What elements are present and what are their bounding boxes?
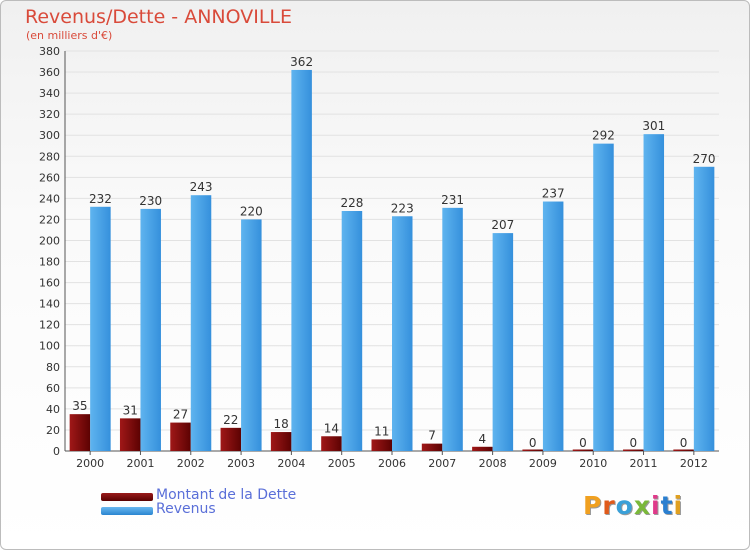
data-label-revenus: 220 (240, 204, 263, 218)
chart-subtitle: (en milliers d'€) (26, 29, 113, 42)
data-label-dette: 22 (223, 413, 238, 427)
x-tick-label: 2007 (428, 457, 456, 470)
bar-revenus (241, 219, 262, 451)
x-tick-label: 2005 (328, 457, 356, 470)
y-tick-label: 20 (46, 424, 60, 437)
legend-label-revenus: Revenus (156, 501, 216, 517)
chart-title: Revenus/Dette - ANNOVILLE (25, 6, 293, 28)
x-tick-label: 2009 (529, 457, 557, 470)
bar-dette (69, 414, 91, 451)
data-label-revenus: 230 (139, 194, 162, 208)
x-tick-label: 2006 (378, 457, 406, 470)
bar-dette (371, 439, 392, 451)
y-tick-label: 220 (39, 213, 60, 226)
bar-revenus (442, 207, 463, 451)
bar-revenus (643, 134, 665, 451)
data-label-revenus: 231 (441, 193, 464, 207)
bar-revenus (190, 195, 212, 451)
y-tick-label: 280 (39, 150, 60, 163)
x-tick-label: 2003 (227, 457, 255, 470)
y-tick-label: 60 (46, 382, 60, 395)
y-tick-label: 240 (39, 192, 60, 205)
y-tick-label: 360 (39, 66, 60, 79)
x-tick-label: 2000 (76, 457, 104, 470)
x-tick-label: 2008 (479, 457, 507, 470)
y-tick-label: 320 (39, 108, 60, 121)
data-label-dette: 31 (123, 403, 138, 417)
proxiti-logo: Proxiti (583, 491, 684, 520)
y-tick-label: 120 (39, 319, 60, 332)
bar-dette (119, 418, 141, 451)
bar-dette (673, 449, 694, 451)
data-label-revenus: 362 (290, 55, 313, 69)
legend-swatch-dette (101, 493, 153, 501)
data-label-revenus: 207 (491, 218, 514, 232)
data-label-dette: 35 (72, 399, 87, 413)
data-label-dette: 7 (428, 429, 436, 443)
bar-dette (421, 443, 443, 451)
data-label-revenus: 301 (642, 119, 665, 133)
y-tick-label: 160 (39, 277, 60, 290)
bar-dette (522, 449, 543, 451)
y-tick-label: 40 (46, 403, 60, 416)
bar-revenus (392, 216, 413, 451)
bar-dette (170, 422, 191, 451)
y-tick-label: 200 (39, 234, 60, 247)
data-label-dette: 27 (173, 408, 188, 422)
data-label-revenus: 232 (89, 192, 112, 206)
y-tick-label: 340 (39, 87, 60, 100)
y-tick-label: 260 (39, 171, 60, 184)
bar-dette (220, 427, 242, 451)
y-tick-label: 140 (39, 298, 60, 311)
data-label-dette: 14 (324, 421, 339, 435)
x-tick-label: 2004 (277, 457, 305, 470)
data-label-revenus: 243 (190, 180, 213, 194)
y-tick-label: 380 (39, 45, 60, 58)
bar-dette (572, 449, 594, 451)
x-tick-label: 2011 (630, 457, 658, 470)
y-tick-label: 100 (39, 340, 60, 353)
data-label-dette: 0 (529, 436, 537, 450)
bar-revenus (693, 166, 715, 451)
y-tick-label: 80 (46, 361, 60, 374)
data-label-revenus: 223 (391, 201, 414, 215)
bar-revenus (291, 69, 312, 452)
x-tick-label: 2001 (126, 457, 154, 470)
x-tick-label: 2010 (579, 457, 607, 470)
data-label-dette: 11 (374, 424, 389, 438)
bar-revenus (90, 206, 111, 451)
y-tick-label: 180 (39, 256, 60, 269)
bar-dette (321, 436, 342, 451)
legend-label-dette: Montant de la Dette (156, 487, 297, 503)
x-tick-label: 2012 (680, 457, 708, 470)
y-tick-label: 0 (53, 445, 60, 458)
legend-swatch-revenus (101, 507, 153, 515)
data-label-revenus: 270 (693, 152, 716, 166)
bar-revenus (341, 211, 363, 451)
data-label-revenus: 228 (340, 196, 363, 210)
data-label-dette: 0 (680, 436, 688, 450)
bar-dette (623, 449, 644, 451)
bar-revenus (593, 143, 614, 451)
bar-revenus (542, 201, 564, 451)
x-tick-label: 2002 (177, 457, 205, 470)
data-label-revenus: 292 (592, 129, 615, 143)
bar-dette (472, 446, 493, 451)
data-label-dette: 0 (579, 436, 587, 450)
data-label-revenus: 237 (542, 187, 565, 201)
data-label-dette: 0 (629, 436, 637, 450)
y-tick-label: 300 (39, 129, 60, 142)
data-label-dette: 4 (479, 432, 487, 446)
bar-revenus (492, 233, 514, 451)
bar-dette (270, 432, 292, 451)
bar-revenus (140, 208, 161, 451)
data-label-dette: 18 (273, 417, 288, 431)
